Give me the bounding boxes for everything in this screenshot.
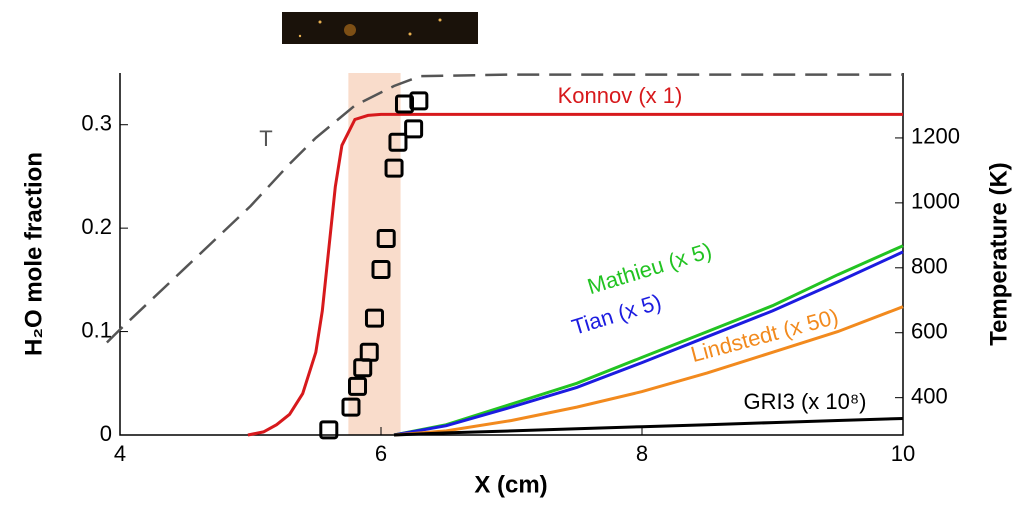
series-label: Mathieu (x 5) bbox=[584, 238, 714, 299]
series-line bbox=[247, 112, 903, 437]
y-tick-label: 0.1 bbox=[81, 317, 112, 342]
series-label: GRI3 (x 10⁸) bbox=[744, 389, 867, 414]
x-tick-label: 10 bbox=[891, 441, 915, 466]
y-tick-label: 0.3 bbox=[81, 111, 112, 136]
data-point bbox=[394, 94, 414, 114]
x-tick-label: 6 bbox=[375, 441, 387, 466]
data-point bbox=[341, 397, 361, 417]
series-line bbox=[393, 305, 904, 437]
data-point bbox=[384, 158, 404, 178]
series-line bbox=[393, 244, 904, 437]
series-line bbox=[393, 250, 904, 437]
y-tick-label: 0.2 bbox=[81, 214, 112, 239]
series-label: T bbox=[259, 126, 272, 151]
data-point bbox=[371, 260, 391, 280]
data-point bbox=[388, 132, 408, 152]
data-point bbox=[319, 420, 339, 440]
data-point bbox=[409, 91, 429, 111]
x-tick-label: 4 bbox=[114, 441, 126, 466]
data-point bbox=[359, 342, 379, 362]
series-line bbox=[393, 417, 904, 437]
series-label: Konnov (x 1) bbox=[558, 83, 683, 108]
series-line bbox=[106, 73, 903, 344]
data-point bbox=[348, 376, 368, 396]
data-point bbox=[364, 308, 384, 328]
y2-tick-label: 600 bbox=[911, 319, 948, 344]
highlight-band bbox=[348, 73, 401, 435]
y-tick-label: 0 bbox=[100, 421, 112, 446]
series-label: Tian (x 5) bbox=[569, 289, 664, 340]
y2-tick-label: 800 bbox=[911, 254, 948, 279]
y2-tick-label: 400 bbox=[911, 383, 948, 408]
data-point bbox=[404, 119, 424, 139]
y2-tick-label: 1200 bbox=[911, 124, 960, 149]
data-point bbox=[376, 228, 396, 248]
x-tick-label: 8 bbox=[636, 441, 648, 466]
y-axis-label: H₂O mole fraction bbox=[20, 152, 47, 356]
y2-axis-label: Temperature (K) bbox=[985, 162, 1012, 346]
y2-tick-label: 1000 bbox=[911, 189, 960, 214]
x-axis-label: X (cm) bbox=[474, 471, 547, 498]
flame-image bbox=[282, 12, 478, 44]
plot-frame bbox=[119, 73, 904, 436]
